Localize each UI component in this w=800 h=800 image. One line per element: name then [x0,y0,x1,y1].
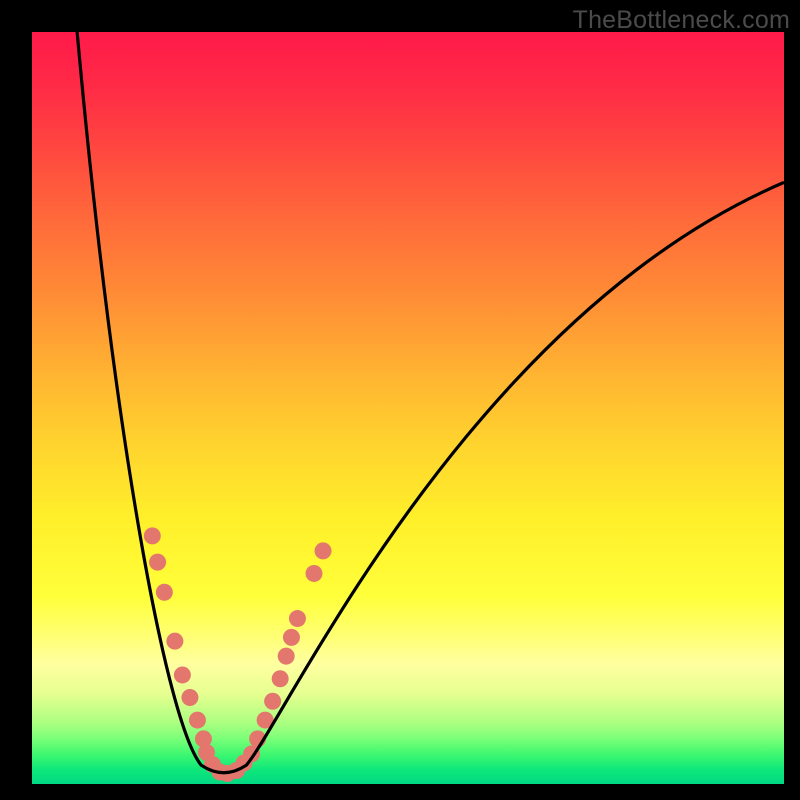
heat-gradient-background [32,32,784,784]
watermark-text: TheBottleneck.com [573,6,790,35]
plot-area [32,32,784,784]
